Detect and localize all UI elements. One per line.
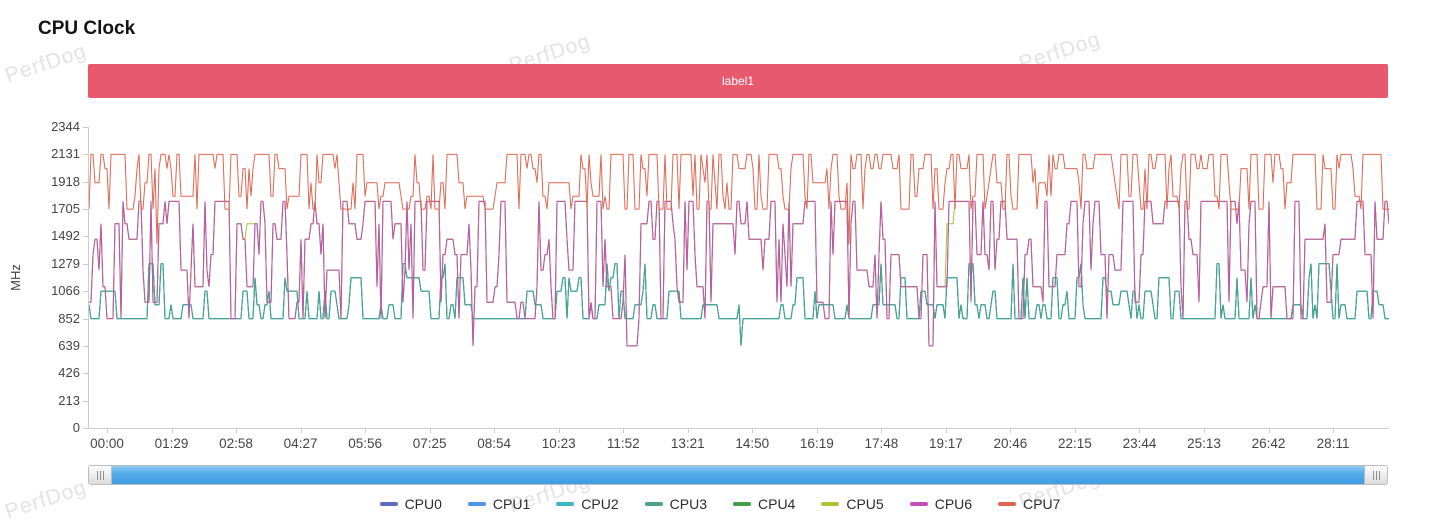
legend-swatch	[821, 502, 840, 506]
legend-label: CPU0	[404, 496, 442, 512]
label-banner-text: label1	[721, 74, 755, 88]
series-line-cpu6	[89, 200, 1389, 347]
legend-swatch	[998, 502, 1017, 506]
legend-item-cpu3[interactable]: CPU3	[644, 496, 707, 512]
x-tick-label: 17:48	[864, 436, 899, 451]
h-scrollbar	[88, 465, 1388, 485]
x-tick-label: 07:25	[412, 436, 447, 451]
label-banner[interactable]: label1	[88, 64, 1388, 98]
legend-label: CPU3	[669, 496, 707, 512]
x-tick-label: 20:46	[993, 436, 1028, 451]
x-tick-label: 11:52	[606, 436, 640, 451]
legend-label: CPU2	[581, 496, 619, 512]
legend-swatch	[909, 502, 928, 506]
scrollbar-left-handle[interactable]	[89, 466, 112, 484]
x-tick-label: 05:56	[348, 436, 382, 451]
x-tick-label: 25:13	[1187, 436, 1221, 451]
chart-legend: CPU0 CPU1 CPU2 CPU3 CPU4 CPU5 CPU6 CPU7	[0, 496, 1440, 512]
series-line-cpu3	[89, 263, 1389, 346]
grip-icon	[96, 470, 104, 480]
x-tick-label: 01:29	[154, 436, 189, 451]
legend-item-cpu6[interactable]: CPU6	[909, 496, 973, 512]
x-tick-label: 13:21	[670, 436, 705, 451]
legend-label: CPU6	[934, 496, 973, 512]
series-line-cpu5	[89, 200, 1389, 347]
cpu-clock-chart	[89, 153, 1389, 347]
x-tick-label: 02:58	[219, 436, 253, 451]
grip-icon	[1372, 470, 1380, 480]
y-axis-label: MHz	[7, 264, 23, 291]
scrollbar-thumb[interactable]	[112, 466, 1364, 484]
series-line-cpu7	[89, 153, 1389, 245]
legend-label: CPU7	[1023, 496, 1061, 512]
legend-item-cpu7[interactable]: CPU7	[998, 496, 1060, 512]
legend-swatch	[379, 502, 398, 506]
chart-plot-area	[88, 127, 1389, 429]
legend-swatch	[644, 502, 663, 506]
page-title: CPU Clock	[38, 18, 136, 39]
legend-label: CPU4	[758, 496, 796, 512]
legend-item-cpu1[interactable]: CPU1	[467, 496, 531, 512]
legend-swatch	[556, 502, 575, 506]
legend-label: CPU1	[492, 496, 531, 512]
legend-label: CPU5	[846, 496, 884, 512]
x-tick-label: 10:23	[541, 436, 576, 451]
x-tick-label: 16:19	[799, 436, 834, 451]
x-tick-label: 00:00	[90, 436, 124, 451]
x-tick-label: 22:15	[1058, 436, 1092, 451]
legend-swatch	[467, 502, 486, 506]
legend-item-cpu0[interactable]: CPU0	[379, 496, 442, 512]
x-tick-label: 26:42	[1251, 436, 1286, 451]
legend-item-cpu2[interactable]: CPU2	[556, 496, 619, 512]
scrollbar-right-handle[interactable]	[1364, 466, 1387, 484]
x-tick-label: 04:27	[283, 436, 318, 451]
x-tick-label: 19:17	[928, 436, 963, 451]
series-line-cpu4	[89, 200, 1389, 347]
legend-item-cpu4[interactable]: CPU4	[733, 496, 795, 512]
x-tick-label: 28:11	[1316, 436, 1350, 451]
legend-swatch	[733, 502, 751, 506]
y-axis-title-wrap: MHz	[4, 127, 26, 428]
legend-item-cpu5[interactable]: CPU5	[821, 496, 884, 512]
watermark: PerfDog	[2, 39, 90, 88]
x-tick-label: 08:54	[477, 436, 512, 451]
x-tick-label: 14:50	[735, 436, 770, 451]
x-tick-label: 23:44	[1122, 436, 1157, 451]
